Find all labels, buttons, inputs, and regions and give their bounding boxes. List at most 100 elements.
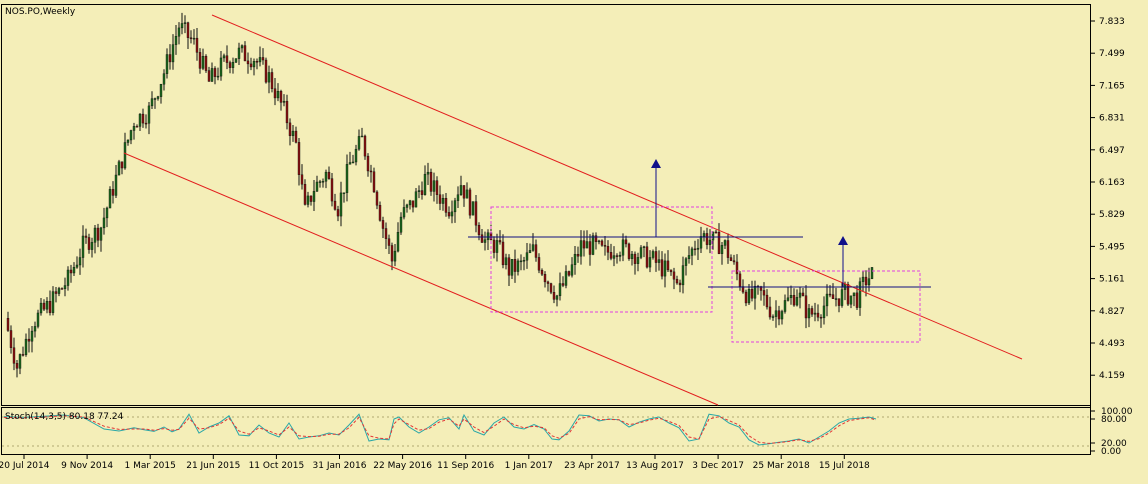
candle xyxy=(819,314,823,328)
candle xyxy=(510,259,514,279)
candle xyxy=(246,52,250,74)
candle xyxy=(693,240,697,256)
candle xyxy=(273,78,277,106)
candle xyxy=(57,286,61,297)
price-tick-label: 4.827 xyxy=(1099,307,1125,317)
stoch-title: Stoch(14,3,5) 80.18 77.24 xyxy=(5,412,124,422)
candle xyxy=(123,132,127,170)
time-tick-label: 23 Apr 2017 xyxy=(564,461,620,471)
candle xyxy=(636,252,640,272)
candle xyxy=(33,321,37,338)
candle xyxy=(657,250,661,271)
candle xyxy=(24,333,28,357)
candle xyxy=(612,246,616,267)
candle xyxy=(69,264,73,283)
candle xyxy=(303,179,307,206)
price-tick-label: 6.497 xyxy=(1099,146,1125,156)
candle xyxy=(168,44,172,70)
candle xyxy=(816,304,820,322)
candle xyxy=(738,271,742,291)
candle xyxy=(144,114,148,129)
candle xyxy=(453,197,457,223)
candle xyxy=(660,251,664,280)
candle xyxy=(84,228,88,244)
candle xyxy=(30,325,34,353)
candle xyxy=(300,164,304,190)
candle xyxy=(108,186,112,209)
candle xyxy=(633,251,637,275)
candle xyxy=(306,191,310,208)
candle xyxy=(231,57,235,74)
candle xyxy=(771,314,775,321)
candle xyxy=(810,305,814,317)
candle xyxy=(402,199,406,220)
candle xyxy=(528,243,532,254)
candle xyxy=(270,68,274,93)
candle xyxy=(105,206,109,228)
candle xyxy=(834,287,838,307)
candle xyxy=(570,257,574,278)
candle xyxy=(330,172,334,207)
candle xyxy=(339,181,343,227)
candle xyxy=(561,276,565,288)
candle xyxy=(447,206,451,219)
candle xyxy=(177,22,181,45)
candle xyxy=(51,286,55,316)
candle xyxy=(348,151,352,165)
candle xyxy=(180,12,184,35)
time-tick-label: 25 Mar 2018 xyxy=(753,461,810,471)
candle xyxy=(387,234,391,255)
candle xyxy=(42,299,46,311)
candle xyxy=(792,288,796,307)
price-tick-label: 4.493 xyxy=(1099,339,1125,349)
candle xyxy=(240,44,244,53)
stoch-tick-label: 80.00 xyxy=(1101,415,1127,425)
stoch-main-line xyxy=(3,413,877,446)
candle xyxy=(684,257,688,276)
candle xyxy=(12,337,16,371)
candle xyxy=(723,239,727,250)
candle xyxy=(162,69,166,91)
candle xyxy=(342,192,346,203)
time-tick-label: 15 Jul 2018 xyxy=(819,461,870,471)
candle xyxy=(117,159,121,176)
candle xyxy=(588,234,592,266)
candle xyxy=(438,185,442,211)
candle xyxy=(222,53,226,62)
candle xyxy=(93,224,97,254)
candle xyxy=(714,229,718,234)
candle xyxy=(687,246,691,264)
candle xyxy=(216,67,220,81)
candle xyxy=(720,241,724,265)
candle xyxy=(186,21,190,50)
range-box-2 xyxy=(731,270,921,343)
candle xyxy=(825,284,829,317)
candle xyxy=(750,280,754,302)
candle xyxy=(729,254,733,262)
candle xyxy=(822,296,826,325)
candle xyxy=(426,162,430,185)
candle xyxy=(846,281,850,306)
candle xyxy=(354,144,358,166)
candle xyxy=(546,280,550,292)
stoch-tick-label: 0.00 xyxy=(1101,447,1121,457)
candle xyxy=(327,166,331,180)
candle xyxy=(798,287,802,309)
candle xyxy=(258,46,262,67)
candle xyxy=(360,127,364,138)
target-arrow-2 xyxy=(838,236,848,287)
main-plot-frame xyxy=(1,4,1091,406)
candle xyxy=(15,360,19,378)
candle xyxy=(813,302,817,322)
candle xyxy=(78,248,82,275)
candle xyxy=(279,89,283,111)
candle xyxy=(468,187,472,219)
candle xyxy=(471,201,475,216)
candle xyxy=(645,241,649,269)
candle xyxy=(393,243,397,267)
candle xyxy=(120,161,124,175)
candle xyxy=(111,181,115,204)
candle xyxy=(558,272,562,301)
candle xyxy=(552,285,556,304)
candle xyxy=(429,168,433,196)
